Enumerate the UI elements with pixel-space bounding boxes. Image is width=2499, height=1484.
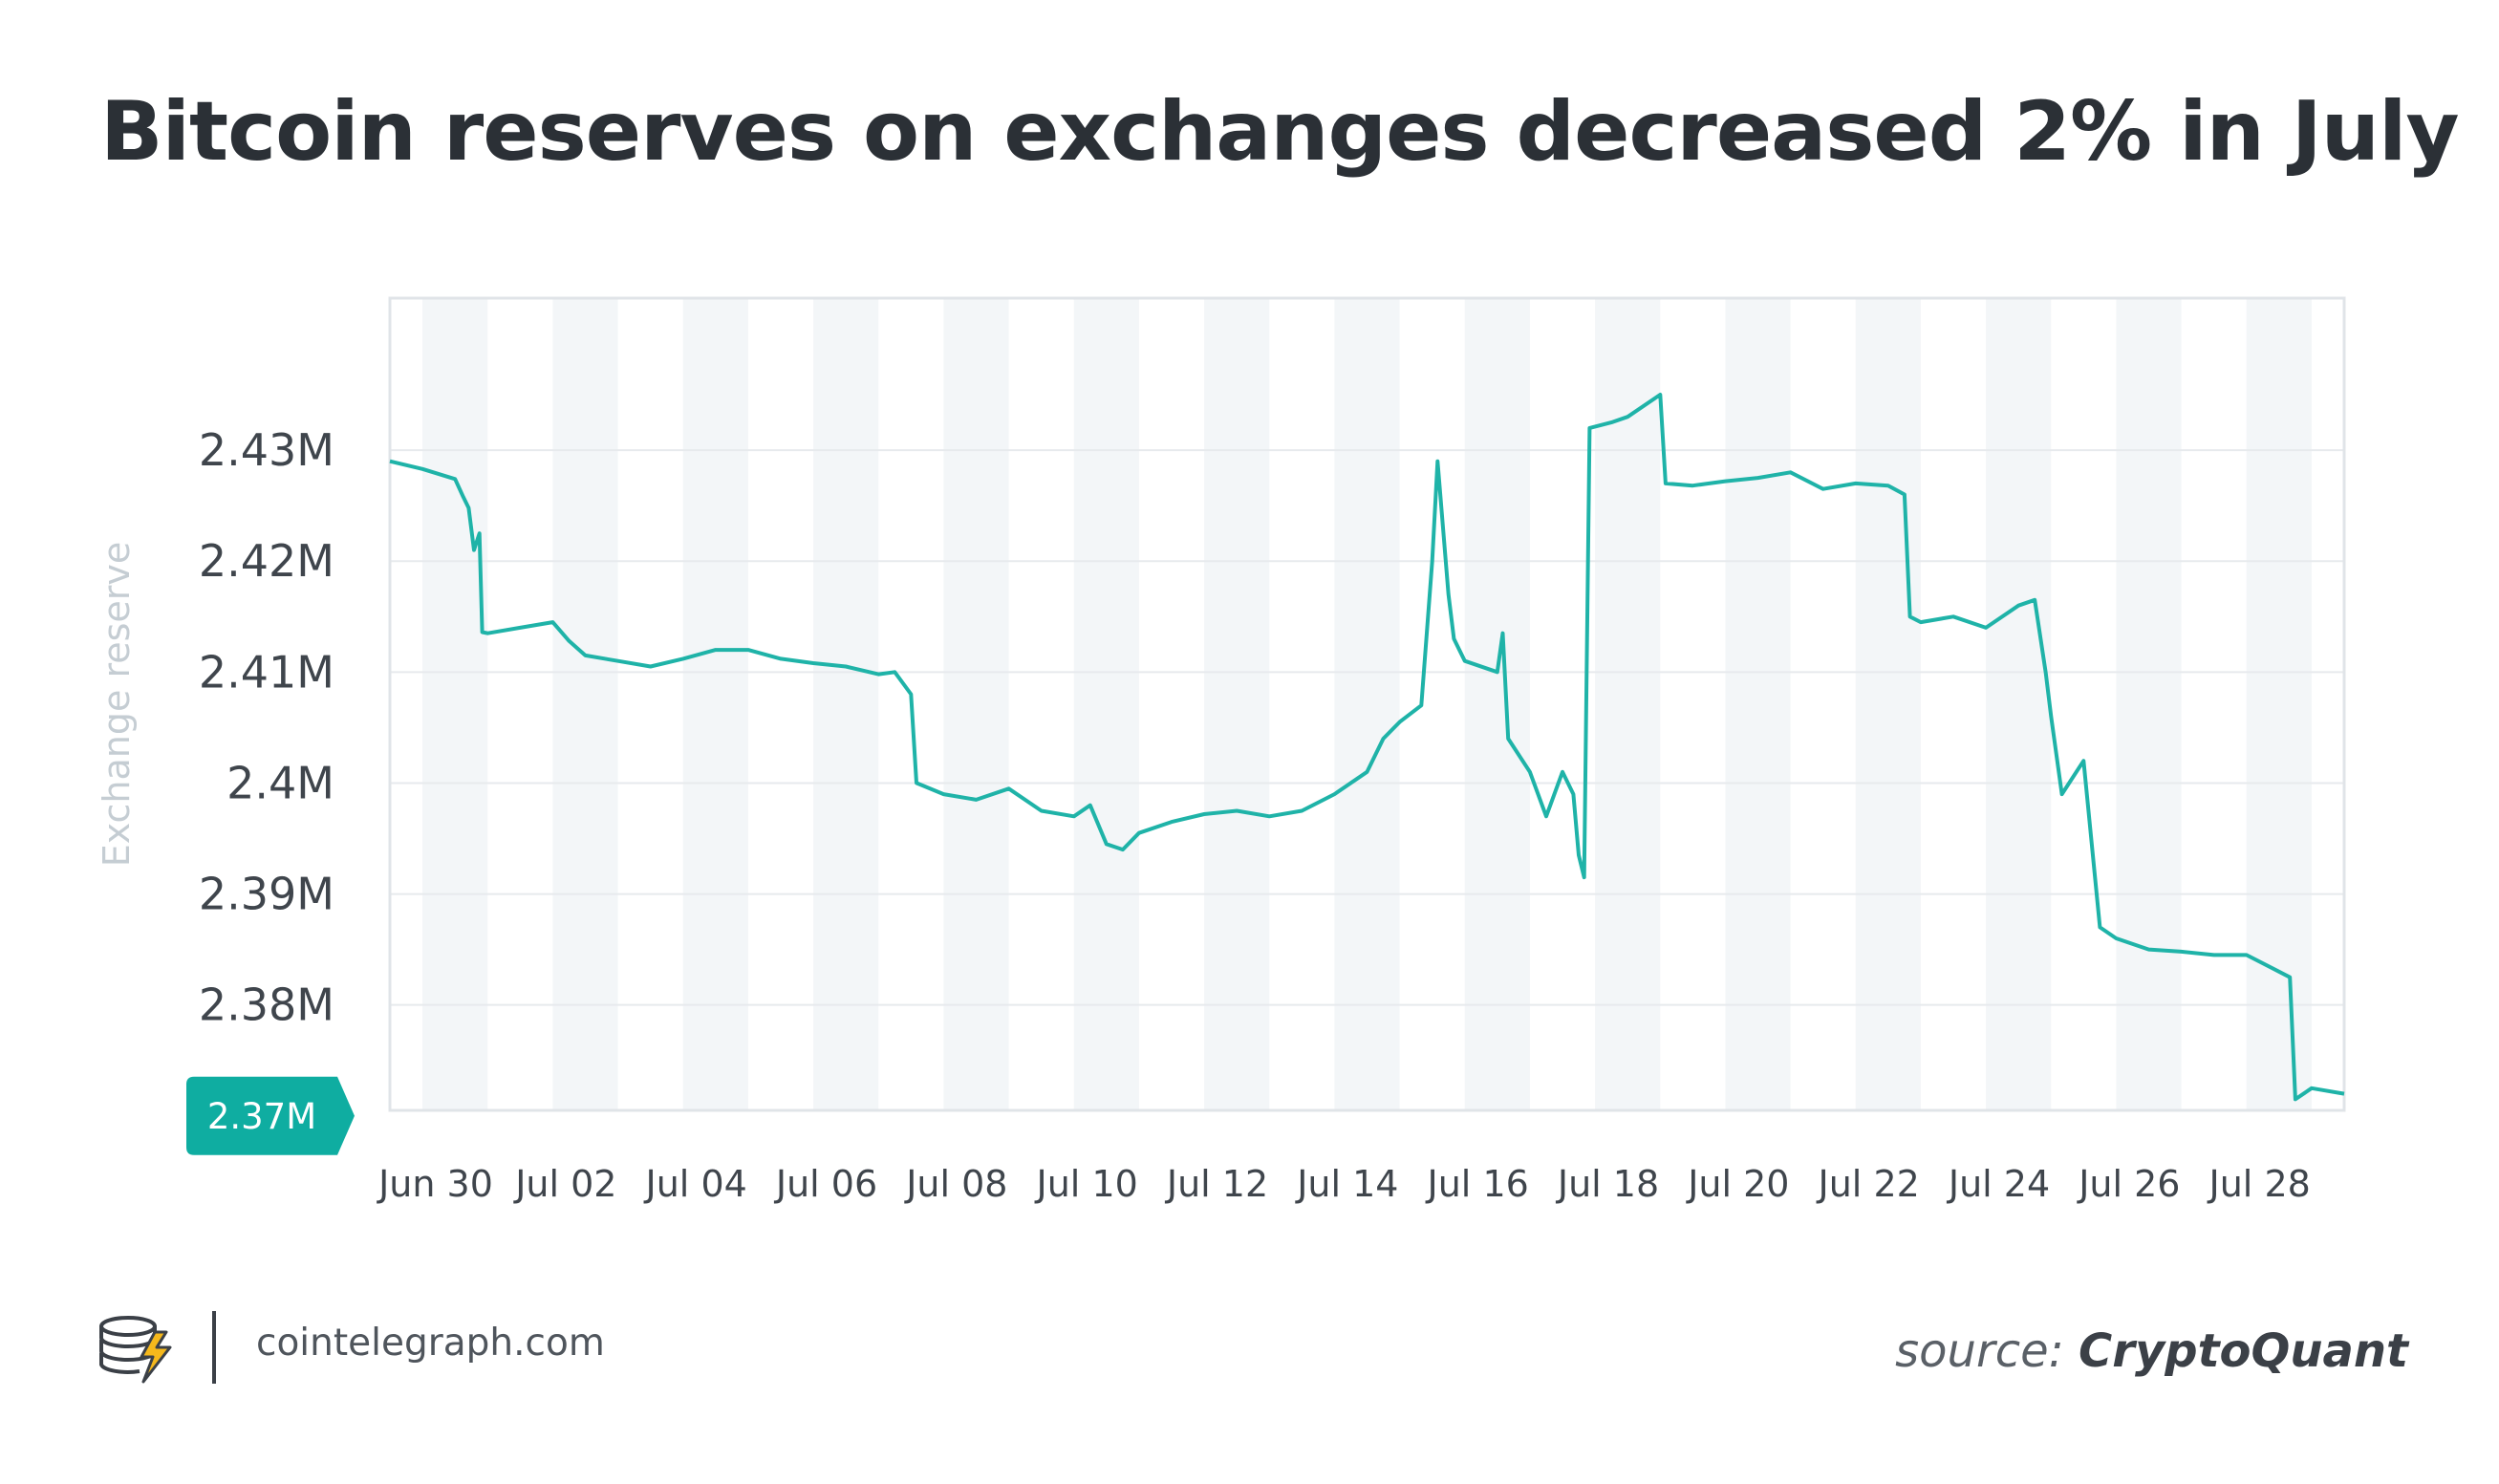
x-tick-label: Jul 26 [2077,1163,2180,1205]
day-band [943,298,1009,1110]
day-band [1204,298,1270,1110]
x-tick-label: Jul 14 [1295,1163,1398,1205]
day-band [1855,298,1921,1110]
chart-title: Bitcoin reserves on exchanges decreased … [100,84,2460,180]
y-tick-label: 2.4M [226,757,334,808]
source-credit: source: CryptoQuant [1895,1324,2408,1378]
day-band [1073,298,1139,1110]
y-tick-label: 2.39M [199,869,334,920]
x-tick-label: Jul 06 [774,1163,877,1205]
source-prefix: source: [1895,1324,2064,1378]
day-band [2246,298,2312,1110]
day-band [1595,298,1661,1110]
y-axis-ticks: 2.43M 2.42M 2.41M 2.4M 2.39M 2.38M [199,424,334,1031]
y-tick-label: 2.42M [199,535,334,587]
source-name: CryptoQuant [2079,1324,2408,1378]
cointelegraph-logo-icon [96,1311,177,1386]
y-tick-label: 2.41M [199,646,334,698]
day-band [2116,298,2182,1110]
day-band [682,298,748,1110]
day-band [1986,298,2052,1110]
x-tick-label: Jun 30 [377,1163,493,1205]
day-band [422,298,488,1110]
y-tick-label: 2.38M [199,979,334,1031]
x-tick-label: Jul 04 [644,1163,747,1205]
day-band [1725,298,1791,1110]
y-tick-label: 2.43M [199,424,334,476]
current-value-label: 2.37M [207,1096,316,1137]
y-axis-title: Exchange reserve [96,542,138,868]
x-tick-label: Jul 08 [904,1163,1007,1205]
x-tick-label: Jul 20 [1686,1163,1789,1205]
current-value-badge: 2.37M [186,1076,355,1155]
day-band [813,298,879,1110]
plot-frame [388,296,2346,1112]
day-band [1464,298,1530,1110]
footer-divider [212,1311,216,1384]
series-line-exchange-reserve [389,393,2345,1102]
day-band [552,298,618,1110]
x-axis-ticks: Jun 30 Jul 02 Jul 04 Jul 06 Jul 08 Jul 10 Jul … [377,1163,2311,1205]
x-tick-label: Jul 02 [513,1163,616,1205]
x-tick-label: Jul 24 [1947,1163,2050,1205]
x-tick-label: Jul 18 [1556,1163,1659,1205]
x-tick-label: Jul 16 [1426,1163,1529,1205]
gridlines [390,449,2344,1006]
day-band [1334,298,1400,1110]
day-bands [422,298,2312,1110]
x-tick-label: Jul 10 [1035,1163,1138,1205]
current-value-badge-shape [186,1076,355,1155]
x-tick-label: Jul 22 [1817,1163,1920,1205]
x-tick-label: Jul 28 [2208,1163,2311,1205]
site-name: cointelegraph.com [256,1322,605,1365]
x-tick-label: Jul 12 [1165,1163,1268,1205]
